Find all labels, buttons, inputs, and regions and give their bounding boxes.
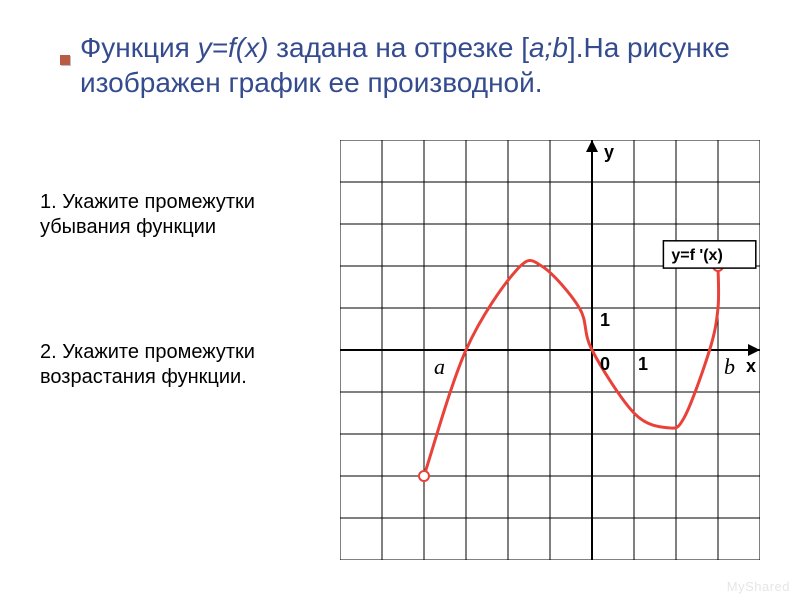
title-part1: Функция	[80, 32, 198, 63]
watermark: MyShared	[727, 579, 790, 594]
title-bullet	[60, 55, 70, 65]
task-1: 1. Укажите промежутки убывания функции	[40, 190, 320, 240]
title-interval: a;b	[529, 32, 568, 63]
svg-text:y: y	[604, 142, 614, 162]
task-2: 2. Укажите промежутки возрастания функци…	[40, 340, 320, 390]
svg-text:0: 0	[600, 354, 610, 374]
page-title: Функция y=f(x) задана на отрезке [a;b].Н…	[80, 30, 740, 100]
title-part2: задана на отрезке [	[268, 32, 529, 63]
svg-text:y=f '(x): y=f '(x)	[671, 247, 722, 264]
svg-text:1: 1	[638, 354, 648, 374]
svg-text:a: a	[434, 354, 445, 379]
title-func: y=f(x)	[198, 32, 269, 63]
svg-text:x: x	[746, 356, 756, 376]
svg-text:b: b	[724, 354, 735, 379]
derivative-graph: y x 0 1 1 a b y=f '(x)	[340, 140, 760, 560]
svg-text:1: 1	[600, 310, 610, 330]
